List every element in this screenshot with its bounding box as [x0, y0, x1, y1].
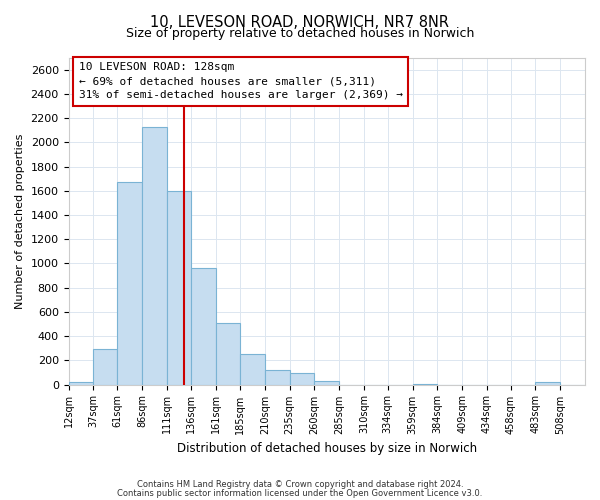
- Text: Contains HM Land Registry data © Crown copyright and database right 2024.: Contains HM Land Registry data © Crown c…: [137, 480, 463, 489]
- Text: 10 LEVESON ROAD: 128sqm
← 69% of detached houses are smaller (5,311)
31% of semi: 10 LEVESON ROAD: 128sqm ← 69% of detache…: [79, 62, 403, 100]
- Bar: [265, 370, 290, 384]
- Bar: [142, 126, 167, 384]
- Bar: [68, 382, 94, 384]
- X-axis label: Distribution of detached houses by size in Norwich: Distribution of detached houses by size …: [177, 442, 477, 455]
- Bar: [535, 382, 560, 384]
- Text: 10, LEVESON ROAD, NORWICH, NR7 8NR: 10, LEVESON ROAD, NORWICH, NR7 8NR: [151, 15, 449, 30]
- Bar: [240, 354, 265, 384]
- Bar: [167, 191, 191, 384]
- Bar: [216, 323, 240, 384]
- Bar: [314, 381, 339, 384]
- Bar: [290, 373, 314, 384]
- Bar: [117, 182, 142, 384]
- Text: Contains public sector information licensed under the Open Government Licence v3: Contains public sector information licen…: [118, 488, 482, 498]
- Text: Size of property relative to detached houses in Norwich: Size of property relative to detached ho…: [126, 28, 474, 40]
- Bar: [191, 268, 216, 384]
- Bar: [94, 349, 117, 384]
- Y-axis label: Number of detached properties: Number of detached properties: [15, 134, 25, 308]
